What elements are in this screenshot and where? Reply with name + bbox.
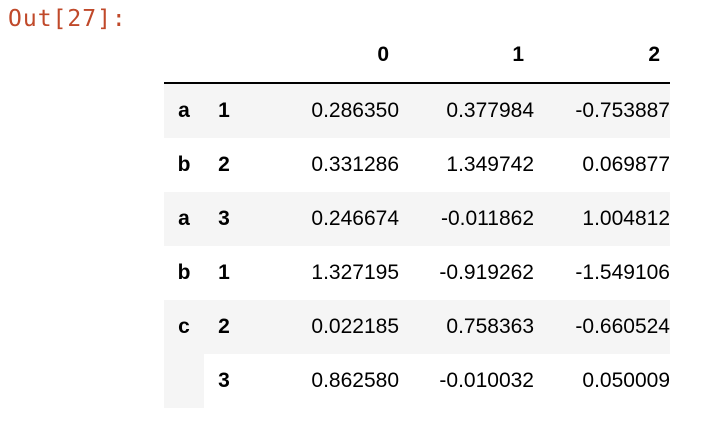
table-cell: 1.349742 (399, 138, 534, 192)
row-index-level1: 2 (204, 300, 244, 354)
row-index-level0-label: c (178, 315, 190, 338)
row-index-level1: 3 (204, 354, 244, 408)
row-index-level0: a (164, 83, 204, 138)
table-cell: -0.660524 (534, 300, 670, 354)
table-cell: 0.862580 (244, 354, 399, 408)
table-row: a 1 0.286350 0.377984 -0.753887 (164, 83, 670, 138)
row-index-level0: a (164, 192, 204, 246)
table-cell: 0.377984 (399, 83, 534, 138)
column-header: 1 (399, 28, 534, 84)
row-index-level0: b (164, 138, 204, 192)
table-cell: -0.919262 (399, 246, 534, 300)
table-cell: 0.331286 (244, 138, 399, 192)
table-cell: 0.286350 (244, 83, 399, 138)
index-header-level0 (164, 28, 204, 84)
table-cell: -0.011862 (399, 192, 534, 246)
table-cell: 1.004812 (534, 192, 670, 246)
table-row: c 2 0.022185 0.758363 -0.660524 (164, 300, 670, 408)
row-index-level1: 1 (204, 83, 244, 138)
row-index-level0: c (164, 300, 204, 408)
output-prompt: Out[27]: (8, 6, 127, 32)
row-index-level1: 1 (204, 246, 244, 300)
table-cell: 1.327195 (244, 246, 399, 300)
table-cell: 0.022185 (244, 300, 399, 354)
row-index-level1: 2 (204, 138, 244, 192)
table-cell: 0.069877 (534, 138, 670, 192)
column-header: 0 (244, 28, 399, 84)
table-row: b 1 1.327195 -0.919262 -1.549106 (164, 246, 670, 300)
row-index-level0: b (164, 246, 204, 300)
table-cell: 0.758363 (399, 300, 534, 354)
table-cell: 0.246674 (244, 192, 399, 246)
dataframe-table: 0 1 2 a 1 0.286350 0.377984 -0.753887 b … (164, 28, 670, 408)
table-row: 3 0.862580 -0.010032 0.050009 (164, 354, 670, 408)
table-row: a 3 0.246674 -0.011862 1.004812 (164, 192, 670, 246)
header-row: 0 1 2 (164, 28, 670, 84)
table-cell: -0.010032 (399, 354, 534, 408)
table-row: b 2 0.331286 1.349742 0.069877 (164, 138, 670, 192)
table-cell: -0.753887 (534, 83, 670, 138)
column-header: 2 (534, 28, 670, 84)
row-index-level1: 3 (204, 192, 244, 246)
table-cell: -1.549106 (534, 246, 670, 300)
table-cell: 0.050009 (534, 354, 670, 408)
index-header-level1 (204, 28, 244, 84)
